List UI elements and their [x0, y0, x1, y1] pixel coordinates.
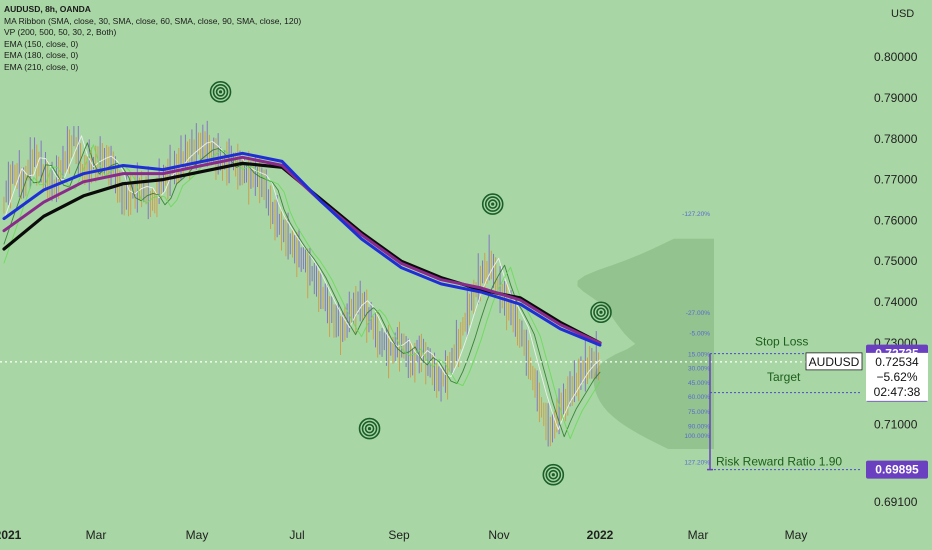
- legend-indicator-ema210: EMA (210, close, 0): [4, 61, 79, 72]
- x-tick-label: Nov: [488, 528, 509, 542]
- ma-ribbon-line: [3, 135, 601, 431]
- fib-level-label: 45.00%: [688, 380, 710, 387]
- y-tick-label: 0.79000: [874, 91, 918, 105]
- y-tick-label: 0.77000: [874, 173, 918, 187]
- fib-level-label: -127.20%: [682, 211, 710, 218]
- price-badge-text: 0.69895: [875, 463, 919, 477]
- countdown-text: 02:47:38: [874, 385, 921, 399]
- y-tick-label: 0.71000: [874, 417, 918, 431]
- time-axis-panel: [0, 520, 862, 550]
- y-tick-label: 0.76000: [874, 213, 918, 227]
- fib-level-label: -27.00%: [686, 310, 710, 317]
- ema-150-line: [2, 151, 602, 347]
- pattern-marker-icon: [358, 417, 381, 440]
- ma-ribbon-line: [3, 144, 601, 440]
- symbol-badge-text: AUDUSD: [809, 355, 860, 369]
- fib-level-label: 75.00%: [688, 409, 710, 416]
- fib-level-label: 30.00%: [688, 366, 710, 373]
- pattern-marker-icon: [548, 469, 559, 480]
- pattern-marker-icon: [545, 466, 562, 483]
- legend-symbol: AUDUSD, 8h, OANDA: [4, 4, 91, 14]
- y-tick-label: 0.69100: [874, 495, 918, 509]
- pattern-marker-icon: [218, 90, 223, 94]
- x-tick-label: May: [186, 528, 209, 542]
- pattern-marker-icon: [491, 202, 495, 206]
- legend-indicator-vp: VP (200, 500, 50, 30, 2, Both): [4, 27, 117, 37]
- y-tick-label: 0.74000: [874, 295, 918, 309]
- legend-indicator-ma-ribbon: MA Ribbon (SMA, close, 30, SMA, close, 6…: [4, 15, 302, 26]
- fib-level-label: 15.00%: [688, 351, 710, 358]
- stop-loss-label: Stop Loss: [755, 335, 808, 349]
- pattern-marker-icon: [593, 304, 609, 321]
- pattern-marker-icon: [361, 420, 378, 437]
- pattern-marker-icon: [209, 81, 232, 103]
- y-tick-label: 0.75000: [874, 254, 918, 268]
- risk-reward-label: Risk Reward Ratio 1.90: [716, 455, 842, 469]
- fib-level-label: 90.00%: [688, 424, 710, 431]
- price-axis-panel: [862, 0, 932, 550]
- x-tick-label: Sep: [388, 528, 410, 542]
- legend-indicator-ema180: EMA (180, close, 0): [4, 50, 79, 60]
- pattern-marker-icon: [551, 473, 555, 477]
- y-tick-label: 0.80000: [874, 50, 918, 64]
- target-label: Target: [767, 370, 801, 384]
- legend-indicator-ema150: EMA (150, close, 0): [4, 38, 79, 49]
- fib-level-label: 100.00%: [684, 433, 710, 440]
- current-price-text: 0.72534: [875, 355, 919, 369]
- pattern-marker-icon: [542, 463, 565, 486]
- pattern-marker-icon: [364, 423, 375, 434]
- pattern-marker-icon: [481, 193, 504, 215]
- chart-legend: AUDUSD, 8h, OANDA MA Ribbon (SMA, close,…: [4, 4, 301, 73]
- currency-label: USD: [891, 8, 914, 20]
- price-change-text: −5.62%: [876, 370, 917, 384]
- pattern-marker-icon: [590, 301, 612, 324]
- x-tick-label: Jul: [289, 528, 304, 542]
- fib-level-label: -5.00%: [689, 330, 710, 337]
- x-tick-label: May: [785, 528, 808, 542]
- pattern-marker-icon: [484, 196, 501, 212]
- pattern-marker-icon: [599, 310, 603, 314]
- x-tick-label: Mar: [86, 528, 107, 542]
- price-badge: [866, 460, 928, 479]
- pattern-marker-icon: [596, 307, 606, 318]
- pattern-marker-icon: [367, 426, 372, 431]
- x-tick-label: 2022: [587, 528, 614, 542]
- current-price-box: [866, 352, 928, 401]
- volume-profile: [577, 238, 714, 449]
- ma-ribbon-line: [3, 142, 601, 438]
- x-tick-label: 2021: [0, 528, 22, 542]
- x-tick-label: Mar: [688, 528, 709, 542]
- pattern-marker-icon: [212, 84, 229, 100]
- pattern-marker-icon: [487, 199, 498, 209]
- y-tick-label: 0.78000: [874, 132, 918, 146]
- fib-level-label: 60.00%: [688, 394, 710, 401]
- pattern-marker-icon: [215, 87, 226, 97]
- symbol-badge: [805, 352, 863, 371]
- fib-level-label: 127.20%: [684, 459, 710, 466]
